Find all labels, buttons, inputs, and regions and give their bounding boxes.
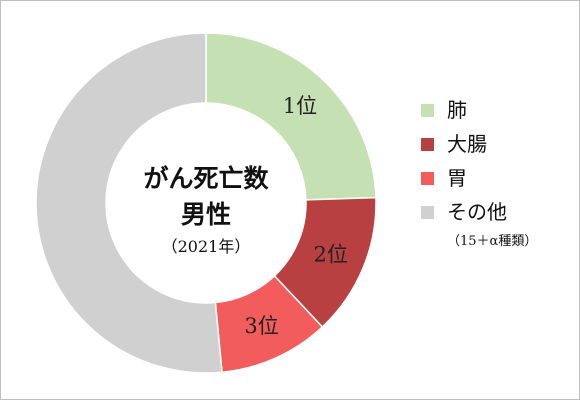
- legend-label-other: その他: [447, 200, 507, 224]
- legend-item-colorectal: 大腸: [421, 131, 571, 165]
- slice-label-colorectal: 2位: [314, 243, 348, 267]
- slice-label-lung: 1位: [283, 94, 317, 118]
- legend-swatch-stomach: [421, 172, 434, 185]
- slice-label-stomach: 3位: [244, 314, 278, 338]
- legend-note-other: （15＋α種類）: [447, 234, 538, 249]
- legend-swatch-other: [421, 206, 434, 219]
- center-year: （2021年）: [162, 237, 251, 256]
- slice-lung: [205, 32, 377, 201]
- legend: 肺 大腸 胃 その他 （15＋α種類）: [421, 97, 571, 249]
- slice-other: [35, 32, 223, 374]
- slice-labels: 1位 2位 3位: [244, 94, 348, 338]
- center-subtitle: 男性: [181, 200, 231, 229]
- legend-label-stomach: 胃: [447, 166, 467, 190]
- legend-item-lung: 肺: [421, 97, 571, 131]
- legend-item-other: その他 （15＋α種類）: [421, 199, 571, 249]
- donut-slices: [35, 32, 377, 374]
- center-title: がん死亡数: [143, 164, 269, 193]
- legend-label-colorectal: 大腸: [447, 132, 487, 156]
- legend-swatch-lung: [421, 104, 434, 117]
- legend-swatch-colorectal: [421, 138, 434, 151]
- legend-label-lung: 肺: [447, 98, 467, 122]
- legend-item-stomach: 胃: [421, 165, 571, 199]
